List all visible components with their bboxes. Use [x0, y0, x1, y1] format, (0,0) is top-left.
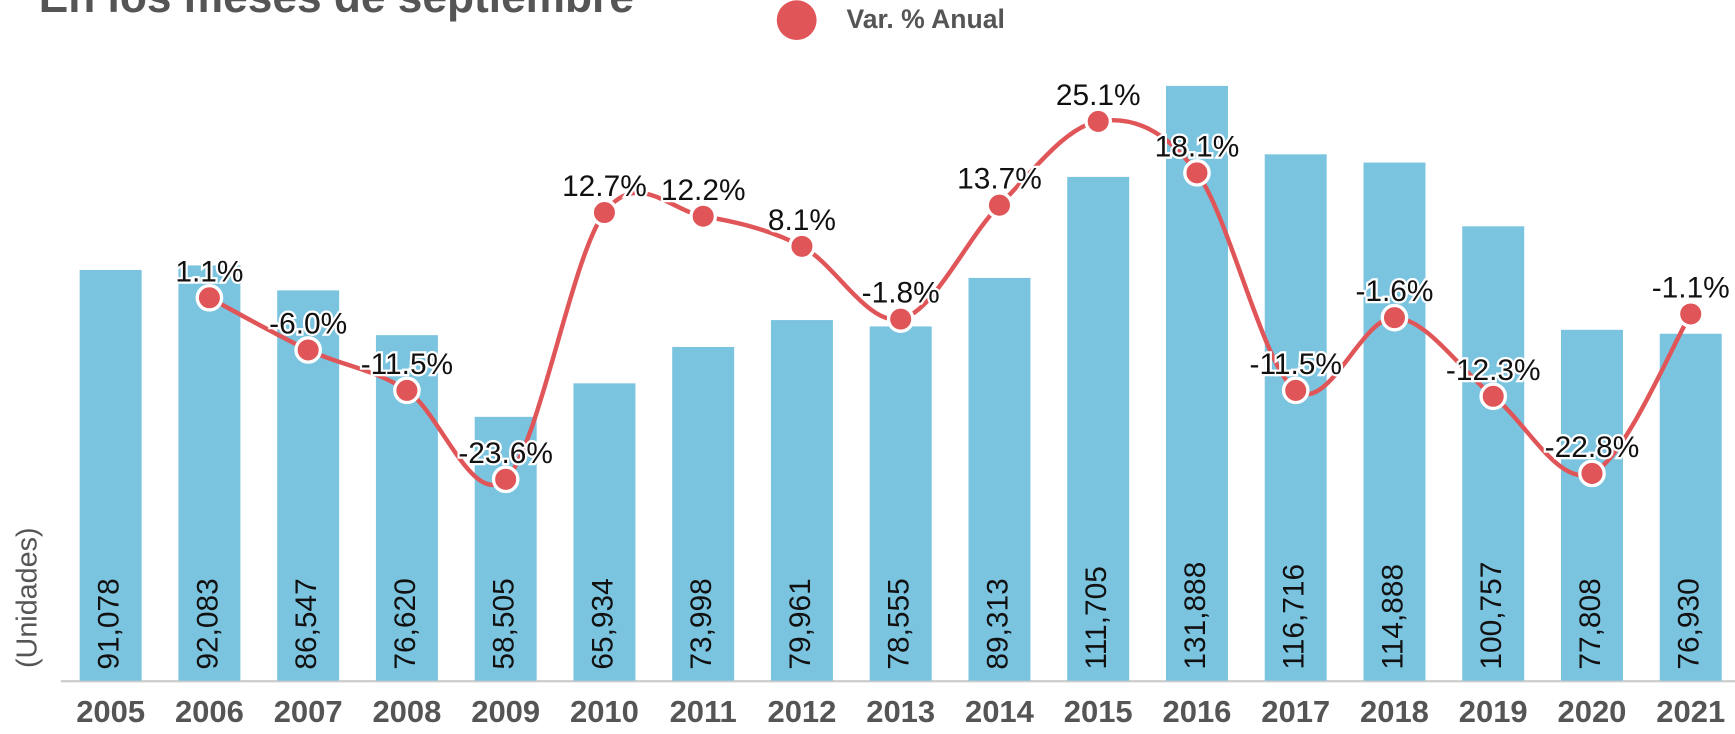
- chart-title: En los meses de septiembre: [39, 0, 634, 22]
- bar-value-label: 89,313: [981, 578, 1014, 669]
- x-tick-label: 2010: [570, 694, 639, 729]
- bar-value-label: 77,808: [1574, 578, 1607, 669]
- line-marker: [294, 336, 322, 364]
- line-marker: [1676, 300, 1705, 328]
- x-tick-label: 2007: [274, 694, 343, 729]
- line-value-label: -12.3%: [1446, 354, 1541, 387]
- x-tick-label: 2018: [1360, 694, 1429, 729]
- line-marker: [590, 198, 619, 227]
- line-value-label: 25.1%: [1056, 79, 1141, 112]
- line-value-label: -1.6%: [1355, 275, 1433, 308]
- bar-value-label: 91,078: [93, 578, 126, 669]
- legend-label: Var. % Anual: [846, 4, 1004, 34]
- x-tick-label: 2006: [175, 694, 244, 729]
- line-marker: [393, 376, 421, 405]
- bar: [1462, 226, 1525, 681]
- line-value-label: 1.1%: [175, 255, 243, 288]
- line-marker: [1479, 382, 1508, 411]
- bar: [1363, 162, 1426, 681]
- line-value-label: -1.1%: [1652, 272, 1730, 305]
- line-marker: [788, 232, 816, 261]
- legend-swatch: [776, 0, 817, 41]
- line-value-label: 13.7%: [957, 163, 1042, 196]
- line-value-label: 12.2%: [661, 174, 746, 207]
- bar: [1561, 329, 1623, 681]
- line-marker: [1084, 107, 1113, 136]
- bar: [474, 416, 537, 681]
- bar-value-label: 86,547: [290, 578, 323, 669]
- bar: [1659, 333, 1722, 681]
- x-tick-label: 2015: [1064, 694, 1133, 729]
- line-value-label: -22.8%: [1545, 431, 1640, 464]
- bar: [968, 277, 1031, 681]
- x-tick-label: 2016: [1163, 694, 1232, 729]
- bar: [79, 269, 142, 681]
- bar: [869, 326, 932, 681]
- x-tick-label: 2017: [1261, 694, 1330, 729]
- line-marker: [491, 465, 520, 494]
- bar: [770, 320, 833, 681]
- bar-value-label: 79,961: [784, 578, 817, 669]
- x-tick-label: 2019: [1459, 694, 1528, 729]
- line-marker: [195, 283, 224, 312]
- line-value-label: 12.7%: [562, 170, 647, 203]
- bar-value-label: 76,930: [1673, 578, 1706, 669]
- line-value-label: 18.1%: [1155, 130, 1240, 163]
- bar: [573, 383, 636, 681]
- x-tick-label: 2012: [767, 694, 836, 729]
- line-marker: [1281, 376, 1310, 405]
- bar: [672, 346, 735, 681]
- line: [208, 118, 1693, 488]
- line-marker: [1578, 459, 1606, 488]
- line-marker: [985, 191, 1014, 220]
- bar: [1067, 176, 1130, 681]
- y-axis-label: (Unidades): [11, 527, 43, 668]
- bar-value-label: 65,934: [586, 578, 619, 669]
- line-marker: [1183, 159, 1211, 187]
- x-tick-label: 2009: [471, 694, 540, 729]
- x-tick-label: 2005: [76, 694, 145, 729]
- line-marker: [1380, 303, 1409, 332]
- bar-value-label: 78,555: [883, 578, 916, 669]
- line-value-label: 8.1%: [768, 204, 836, 237]
- line-marker: [886, 305, 915, 333]
- bar-value-label: 116,716: [1278, 564, 1311, 670]
- x-tick-label: 2011: [670, 694, 737, 729]
- line-value-label: -6.0%: [269, 308, 347, 341]
- x-tick-label: 2014: [965, 694, 1035, 729]
- line-value-label: -23.6%: [458, 437, 553, 470]
- bar-value-label: 131,888: [1179, 562, 1212, 670]
- bar-value-label: 111,705: [1080, 566, 1113, 670]
- line-value-label: -11.5%: [361, 348, 453, 381]
- x-tick-label: 2013: [866, 694, 935, 729]
- bar-value-label: 76,620: [389, 578, 422, 669]
- bar: [1264, 154, 1327, 681]
- bar: [178, 265, 241, 681]
- bar-value-label: 100,757: [1475, 562, 1508, 670]
- bar-value-label: 73,998: [685, 578, 718, 669]
- bar-value-label: 58,505: [488, 578, 521, 669]
- x-tick-label: 2008: [372, 694, 441, 729]
- line-value-label: -1.8%: [862, 277, 940, 310]
- line-marker: [689, 202, 718, 231]
- line-value-label: -11.5%: [1250, 348, 1342, 381]
- bar-value-label: 114,888: [1376, 564, 1409, 670]
- bar-value-label: 92,083: [191, 578, 224, 669]
- x-tick-label: 2021: [1656, 694, 1725, 729]
- x-tick-label: 2020: [1558, 694, 1627, 729]
